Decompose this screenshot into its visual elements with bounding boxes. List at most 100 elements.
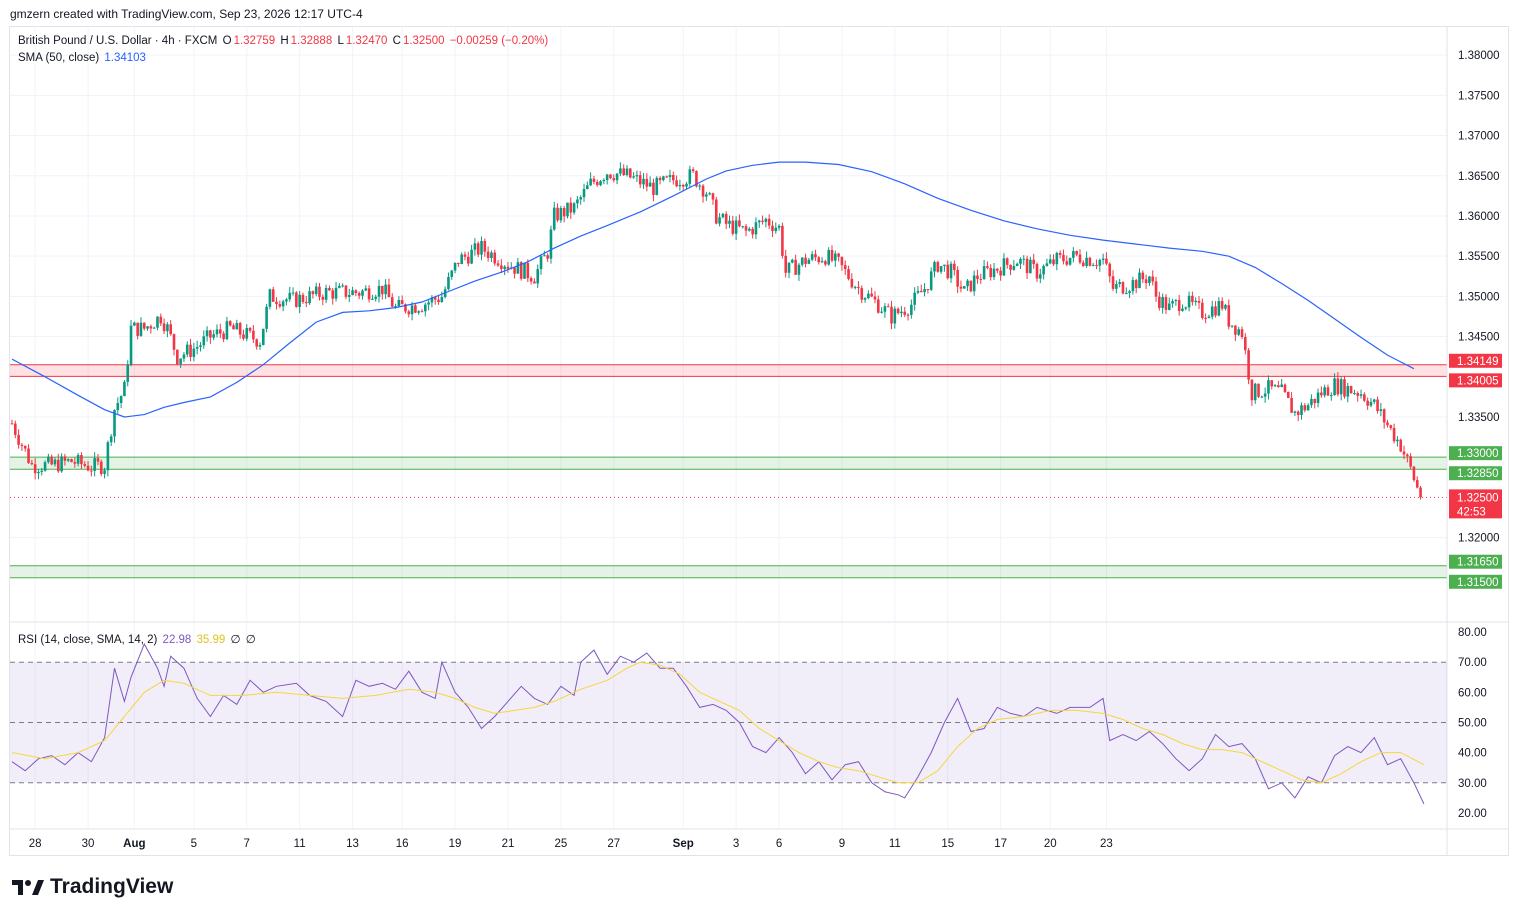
candle-down [189,344,192,357]
support-lower-label-bg [1449,574,1502,589]
sma-legend[interactable]: SMA (50, close) 1.34103 [18,52,148,64]
candle-down [665,176,668,178]
last-price-tag: 1.32500 [1457,492,1499,504]
resistance-lower-label-bg [1449,373,1502,388]
candle-down [1065,261,1069,265]
candle-down [890,306,893,324]
candle-up [698,185,702,187]
candle-up [1029,259,1032,274]
candle-down [1402,451,1406,455]
candle-down [1382,409,1386,423]
candle-up [480,240,483,255]
symbol-legend[interactable]: British Pound / U.S. Dollar · 4h · FXCM … [18,35,550,47]
candle-down [751,228,754,235]
candle-down [1240,329,1244,338]
candle-down [493,252,497,264]
candle-down [1058,252,1062,255]
candle-up [910,304,913,315]
candle-up [820,261,824,263]
candle-up [235,323,239,330]
candle-up [516,262,520,274]
candle-down [903,311,907,315]
candle-up [718,217,721,224]
candle-down [400,299,404,305]
candle-up [1310,398,1313,406]
candle-down [1154,281,1158,297]
candle-down [301,294,305,302]
candle-up [1019,259,1022,264]
candle-up [268,289,272,307]
candle-up [552,207,556,230]
sma-line [11,161,1415,418]
candle-down [1412,466,1416,481]
candle-down [695,171,698,187]
time-tick-label: 13 [346,838,359,850]
candle-down [344,285,348,297]
candle-up [308,291,311,304]
candle-down [999,270,1002,276]
candle-down [896,308,900,314]
candle-up [503,266,506,269]
candle-up [298,294,301,307]
candle-up [705,194,708,197]
candle-up [1333,378,1336,396]
candle-up [1171,301,1174,304]
time-tick-label: 6 [776,838,782,850]
time-tick-label: 5 [191,838,197,850]
candle-down [83,464,87,466]
candle-up [139,322,143,336]
candle-down [1204,317,1207,319]
candle-down [96,458,100,462]
candle-up [1237,329,1240,335]
candle-up [1002,258,1006,276]
support-zone [10,457,1447,470]
candle-down [149,326,153,329]
candle-up [1306,405,1310,411]
candle-down [321,296,325,300]
resistance-upper-label-bg [1449,353,1502,368]
candle-down [1250,379,1254,401]
candle-down [1005,258,1009,265]
candle-down [136,322,139,336]
resistance-lower-label: 1.34005 [1457,375,1499,387]
rsi-legend[interactable]: RSI (14, close, SMA, 14, 2) 22.98 35.99 … [18,632,258,646]
candle-down [1095,264,1098,266]
candle-up [1316,392,1320,404]
candle-down [176,349,179,365]
candle-up [258,344,262,347]
candle-up [460,254,463,264]
candle-down [33,464,37,474]
candle-up [1048,259,1052,264]
candle-up [1210,306,1214,317]
candle-down [529,278,533,282]
candle-up [543,255,546,257]
candle-up [923,289,926,293]
candle-up [76,455,80,464]
candle-down [876,299,880,313]
candle-up [708,193,711,195]
candle-down [1088,257,1092,266]
candle-up [982,266,986,280]
candle-down [609,174,612,179]
candle-down [526,262,530,279]
candle-up [916,290,920,293]
candle-up [1300,405,1303,416]
candle-up [43,462,47,471]
candle-up [288,292,292,300]
candle-down [959,286,963,289]
candle-up [939,266,943,272]
candle-down [1144,279,1148,284]
candle-down [681,184,685,187]
candle-up [900,311,903,314]
candles [10,162,1422,500]
candle-up [1260,396,1264,398]
candle-down [1191,295,1194,303]
candle-up [1217,301,1221,316]
candle-down [271,289,275,302]
candle-down [837,253,840,257]
candle-down [1277,385,1280,388]
candle-up [1101,258,1105,260]
candle-down [569,202,573,213]
candle-up [133,322,136,326]
